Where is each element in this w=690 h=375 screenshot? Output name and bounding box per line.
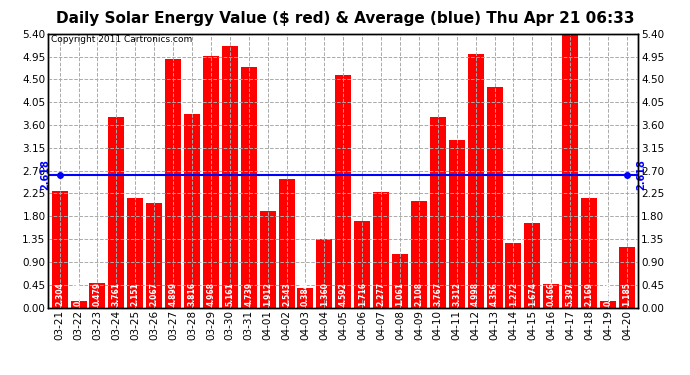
Bar [316, 238, 333, 308]
Text: 1.912: 1.912 [263, 283, 272, 306]
Bar [486, 87, 502, 308]
Text: 2.543: 2.543 [282, 283, 291, 306]
Bar [221, 46, 238, 308]
Bar [297, 288, 313, 308]
Text: 4.968: 4.968 [206, 282, 215, 306]
Text: 3.767: 3.767 [433, 282, 442, 306]
Bar [505, 243, 522, 308]
Text: 2.277: 2.277 [377, 282, 386, 306]
Bar [279, 178, 295, 308]
Bar [259, 211, 276, 308]
Text: 1.061: 1.061 [395, 283, 404, 306]
Text: 1.674: 1.674 [528, 282, 537, 306]
Bar [108, 117, 124, 308]
Text: 5.397: 5.397 [566, 283, 575, 306]
Text: Daily Solar Energy Value ($ red) & Average (blue) Thu Apr 21 06:33: Daily Solar Energy Value ($ red) & Avera… [56, 11, 634, 26]
Bar [354, 220, 371, 308]
Text: 4.739: 4.739 [244, 282, 253, 306]
Text: 3.761: 3.761 [112, 282, 121, 306]
Text: 3.312: 3.312 [452, 283, 461, 306]
Bar [184, 114, 200, 308]
Text: 1.272: 1.272 [509, 282, 518, 306]
Bar [543, 284, 560, 308]
Text: 2.618: 2.618 [40, 159, 50, 190]
Text: 2.067: 2.067 [150, 282, 159, 306]
Text: 2.151: 2.151 [131, 283, 140, 306]
Text: 1.360: 1.360 [320, 283, 329, 306]
Text: 2.108: 2.108 [415, 282, 424, 306]
Text: Copyright 2011 Cartronics.com: Copyright 2011 Cartronics.com [51, 35, 193, 44]
Bar [581, 198, 597, 308]
Bar [448, 140, 465, 308]
Bar [430, 117, 446, 308]
Text: 5.161: 5.161 [226, 283, 235, 306]
Bar [373, 192, 389, 308]
Bar [468, 54, 484, 307]
Bar [335, 75, 351, 308]
Text: 2.304: 2.304 [55, 283, 64, 306]
Bar [165, 59, 181, 308]
Text: 4.356: 4.356 [490, 283, 499, 306]
Text: 2.169: 2.169 [584, 283, 593, 306]
Bar [619, 248, 635, 308]
Bar [392, 254, 408, 308]
Text: 3.816: 3.816 [188, 282, 197, 306]
Bar [524, 223, 540, 308]
Bar [52, 191, 68, 308]
Text: 0.466: 0.466 [546, 283, 555, 306]
Text: 1.716: 1.716 [357, 282, 366, 306]
Text: 0.136: 0.136 [604, 283, 613, 306]
Bar [90, 283, 106, 308]
Text: 4.899: 4.899 [168, 282, 177, 306]
Bar [127, 198, 144, 308]
Bar [411, 201, 427, 308]
Bar [146, 203, 162, 308]
Text: 4.998: 4.998 [471, 282, 480, 306]
Text: 0.479: 0.479 [93, 282, 102, 306]
Bar [70, 301, 86, 307]
Text: 2.618: 2.618 [636, 159, 647, 190]
Bar [600, 301, 616, 307]
Text: 4.592: 4.592 [339, 283, 348, 306]
Bar [241, 67, 257, 308]
Text: 0.125: 0.125 [74, 283, 83, 306]
Text: 0.384: 0.384 [301, 282, 310, 306]
Bar [203, 56, 219, 308]
Text: 1.185: 1.185 [622, 283, 631, 306]
Bar [562, 34, 578, 308]
